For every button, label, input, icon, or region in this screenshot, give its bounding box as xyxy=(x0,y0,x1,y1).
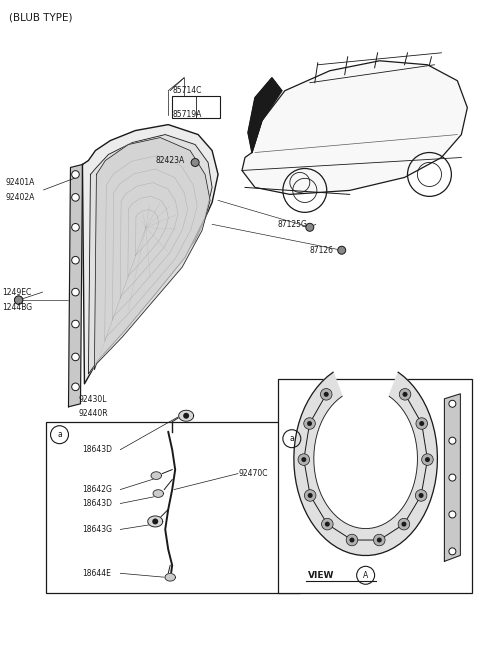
Polygon shape xyxy=(153,490,163,497)
Polygon shape xyxy=(69,164,83,406)
Circle shape xyxy=(449,437,456,444)
Text: (BLUB TYPE): (BLUB TYPE) xyxy=(9,13,72,23)
Polygon shape xyxy=(165,573,175,581)
Circle shape xyxy=(15,296,23,304)
Polygon shape xyxy=(294,372,437,555)
Polygon shape xyxy=(151,472,161,479)
Circle shape xyxy=(298,453,310,465)
Circle shape xyxy=(398,518,410,530)
Circle shape xyxy=(377,538,382,543)
Circle shape xyxy=(338,246,346,254)
Text: 18642G: 18642G xyxy=(83,485,112,494)
Polygon shape xyxy=(148,516,163,527)
Circle shape xyxy=(14,296,23,305)
Text: 18643D: 18643D xyxy=(83,445,112,454)
Circle shape xyxy=(421,453,433,465)
Circle shape xyxy=(308,493,312,498)
Text: A: A xyxy=(363,571,368,580)
Circle shape xyxy=(373,534,385,545)
Circle shape xyxy=(72,383,79,391)
Circle shape xyxy=(321,389,332,400)
Text: 92440R: 92440R xyxy=(78,409,108,418)
Text: 87125G: 87125G xyxy=(278,220,308,229)
Circle shape xyxy=(349,538,354,543)
Text: 18643G: 18643G xyxy=(83,525,112,534)
Circle shape xyxy=(301,457,306,462)
Circle shape xyxy=(306,223,314,231)
Text: 85714C: 85714C xyxy=(172,86,202,95)
Circle shape xyxy=(425,457,430,462)
FancyBboxPatch shape xyxy=(46,422,300,593)
Circle shape xyxy=(401,522,407,527)
Text: 92402A: 92402A xyxy=(6,193,35,202)
Circle shape xyxy=(403,392,408,397)
Circle shape xyxy=(152,518,158,524)
Text: 1244BG: 1244BG xyxy=(3,303,33,312)
Circle shape xyxy=(419,421,424,426)
Circle shape xyxy=(307,421,312,426)
Text: 85719A: 85719A xyxy=(172,110,202,119)
Circle shape xyxy=(416,418,428,430)
Polygon shape xyxy=(95,138,210,370)
Circle shape xyxy=(191,158,199,166)
Circle shape xyxy=(322,518,333,530)
Text: 1249EC: 1249EC xyxy=(3,287,32,297)
Polygon shape xyxy=(242,61,468,195)
Circle shape xyxy=(304,418,315,430)
Circle shape xyxy=(72,320,79,328)
Circle shape xyxy=(183,413,189,419)
Circle shape xyxy=(325,522,330,527)
Circle shape xyxy=(304,490,316,501)
Circle shape xyxy=(72,193,79,201)
Circle shape xyxy=(72,256,79,264)
Circle shape xyxy=(72,289,79,296)
Circle shape xyxy=(449,474,456,481)
Polygon shape xyxy=(179,410,193,421)
Text: a: a xyxy=(57,430,62,439)
Text: a: a xyxy=(289,434,294,443)
Polygon shape xyxy=(88,134,212,374)
FancyBboxPatch shape xyxy=(278,379,472,593)
Text: 92470C: 92470C xyxy=(238,469,267,478)
Circle shape xyxy=(72,224,79,231)
Polygon shape xyxy=(83,124,218,384)
Circle shape xyxy=(449,401,456,407)
FancyBboxPatch shape xyxy=(172,96,220,118)
Text: VIEW: VIEW xyxy=(308,571,334,580)
Text: 18643D: 18643D xyxy=(83,499,112,508)
Text: 87126: 87126 xyxy=(310,246,334,255)
Polygon shape xyxy=(248,77,282,152)
Circle shape xyxy=(415,490,427,501)
Circle shape xyxy=(449,511,456,518)
Circle shape xyxy=(72,171,79,178)
Circle shape xyxy=(419,493,424,498)
Polygon shape xyxy=(444,394,460,561)
Circle shape xyxy=(399,389,411,400)
Text: 18644E: 18644E xyxy=(83,569,111,578)
Circle shape xyxy=(449,548,456,555)
Circle shape xyxy=(346,534,358,545)
Text: 82423A: 82423A xyxy=(155,156,184,165)
Circle shape xyxy=(324,392,329,397)
Text: 92401A: 92401A xyxy=(6,178,35,187)
Text: 92430L: 92430L xyxy=(78,395,107,404)
Circle shape xyxy=(72,353,79,361)
